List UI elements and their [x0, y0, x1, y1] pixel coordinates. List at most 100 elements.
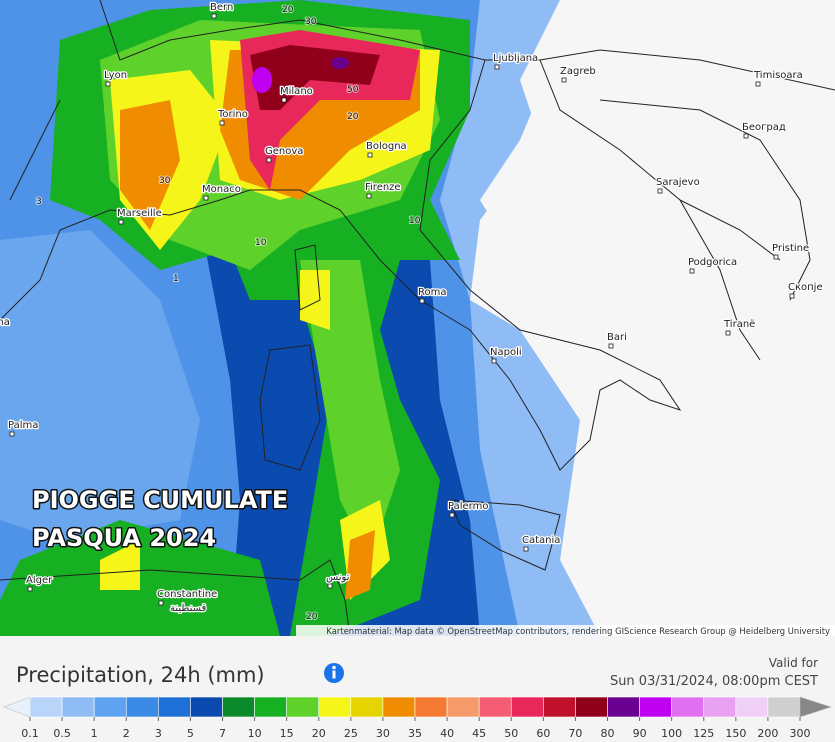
- scale-arrow: [799, 696, 832, 718]
- scale-tick-label: 100: [661, 727, 682, 740]
- city-marker: [561, 77, 567, 83]
- attribution: Kartenmaterial: Map data © OpenStreetMap…: [326, 626, 830, 636]
- city-marker: [327, 583, 333, 589]
- scale-box: [222, 696, 255, 718]
- scale-tick-label: 0.5: [53, 727, 71, 740]
- scale-box: [510, 696, 544, 718]
- scale-box: [703, 696, 737, 718]
- attribution-background: [296, 625, 835, 636]
- valid-label: Valid for: [769, 656, 818, 670]
- city-marker: [219, 120, 225, 126]
- city-label: Ljubljana: [493, 53, 538, 64]
- city-marker: [494, 64, 500, 70]
- city-label: Napoli: [490, 347, 522, 358]
- city-marker: [281, 97, 287, 103]
- rain-area: [252, 67, 272, 93]
- city-marker: [725, 330, 731, 336]
- city-label: Palma: [8, 420, 38, 431]
- city-label: Barcelona: [0, 317, 10, 328]
- city-label: Firenze: [365, 182, 401, 193]
- city-marker: [657, 188, 663, 194]
- contour-label: 30: [159, 176, 171, 186]
- legend-panel: [0, 636, 835, 742]
- city-label: Roma: [418, 287, 447, 298]
- rain-area: [100, 40, 440, 600]
- city-label: Constantine: [157, 589, 217, 600]
- scale-tick-label: 300: [790, 727, 811, 740]
- scale-box: [286, 696, 320, 718]
- scale-box: [350, 696, 384, 718]
- city-marker: [689, 268, 695, 274]
- contour-label: 3: [36, 197, 42, 207]
- scale-tick-label: 70: [568, 727, 582, 740]
- scale-tick-label: 10: [248, 727, 262, 740]
- scale-box: [254, 696, 287, 718]
- overlay-title: PASQUA 2024: [32, 524, 216, 552]
- city-label: Genova: [265, 146, 303, 157]
- scale-box: [671, 696, 705, 718]
- overlay-title: PIOGGE CUMULATE: [32, 486, 288, 514]
- scale-box: [607, 696, 640, 718]
- city-marker: [158, 600, 164, 606]
- city-marker: [27, 586, 33, 592]
- contour-labels: 20 30 50 20 30 10 10 1 3 20: [35, 4, 422, 623]
- city-label: Timisoara: [753, 70, 803, 81]
- scale-box: [318, 696, 352, 718]
- contour-label: 20: [282, 5, 294, 15]
- scale-tick-label: 40: [440, 727, 454, 740]
- city-marker: [743, 133, 749, 139]
- scale-box: [639, 696, 672, 718]
- city-label: Palermo: [448, 501, 488, 512]
- city-label: قسنطينة: [170, 603, 207, 614]
- city-marker: [203, 195, 209, 201]
- valid-time: Sun 03/31/2024, 08:00pm CEST: [610, 674, 818, 689]
- scale-tick-label: 60: [536, 727, 550, 740]
- city-label: Monaco: [202, 184, 241, 195]
- city-label: Bari: [607, 332, 627, 343]
- contour-label: 10: [255, 238, 267, 248]
- scale-tick-label: 200: [757, 727, 778, 740]
- city-label: Bern: [210, 2, 233, 13]
- city-label: Београд: [742, 122, 786, 133]
- info-icon[interactable]: [324, 663, 344, 683]
- city-label: Tiranë: [723, 319, 755, 330]
- rain-area: [300, 260, 400, 560]
- contour-label: 20: [347, 112, 359, 122]
- city-marker: [118, 219, 124, 225]
- city-label: Lyon: [104, 70, 127, 81]
- city-marker: [449, 512, 455, 518]
- city-marker: [9, 431, 15, 437]
- borders: [0, 0, 835, 636]
- city-labels: Bern Lyon Torino Milano Genova Monaco Marseill…: [0, 1, 824, 616]
- city-label: Pristine: [772, 243, 809, 254]
- color-scale: 0.1 0.5 1 2 3 5 7 10 15 20 25 30 35 40 45 50 60 70 80 90 100…: [3, 696, 832, 740]
- city-label: Milano: [280, 86, 313, 97]
- city-marker: [419, 298, 425, 304]
- scale-tick-label: 1: [91, 727, 98, 740]
- scale-box: [543, 696, 576, 718]
- scale-box: [478, 696, 512, 718]
- map: Bern Lyon Torino Milano Genova Monaco Marseill…: [0, 0, 835, 636]
- city-label: Podgorica: [688, 257, 737, 268]
- scale-tick-label: 150: [725, 727, 746, 740]
- scale-box: [735, 696, 769, 718]
- scale-box: [158, 696, 191, 718]
- scale-tick-label: 2: [123, 727, 130, 740]
- city-label: Torino: [217, 109, 248, 120]
- city-marker: [755, 81, 761, 87]
- city-marker: [211, 13, 217, 19]
- scale-tick-label: 25: [344, 727, 358, 740]
- scale-tick-label: 35: [408, 727, 422, 740]
- city-marker: [789, 293, 795, 299]
- city-marker: [367, 152, 373, 158]
- scale-box: [29, 696, 63, 718]
- scale-tick-label: 3: [155, 727, 162, 740]
- scale-box: [125, 696, 159, 718]
- contour-label: 50: [347, 85, 359, 95]
- scale-box: [575, 696, 608, 718]
- rain-area: [331, 57, 349, 69]
- scale-box: [767, 696, 801, 718]
- rain-area: [0, 230, 200, 540]
